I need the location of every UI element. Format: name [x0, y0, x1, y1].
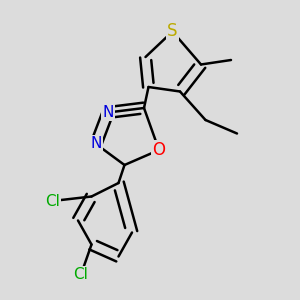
Text: N: N: [90, 136, 102, 152]
Text: N: N: [102, 105, 114, 120]
Text: Cl: Cl: [45, 194, 60, 208]
Text: S: S: [167, 22, 178, 40]
Text: O: O: [152, 141, 166, 159]
Text: Cl: Cl: [74, 267, 88, 282]
